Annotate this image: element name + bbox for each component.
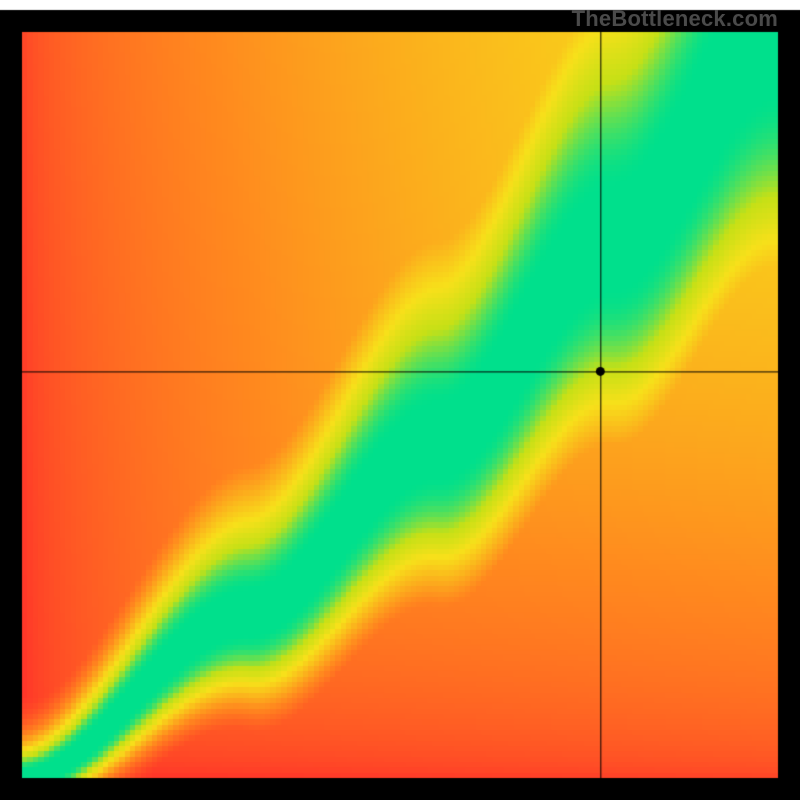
chart-frame: TheBottleneck.com bbox=[0, 0, 800, 800]
bottleneck-heatmap-canvas bbox=[0, 0, 800, 800]
watermark-text: TheBottleneck.com bbox=[572, 6, 778, 32]
